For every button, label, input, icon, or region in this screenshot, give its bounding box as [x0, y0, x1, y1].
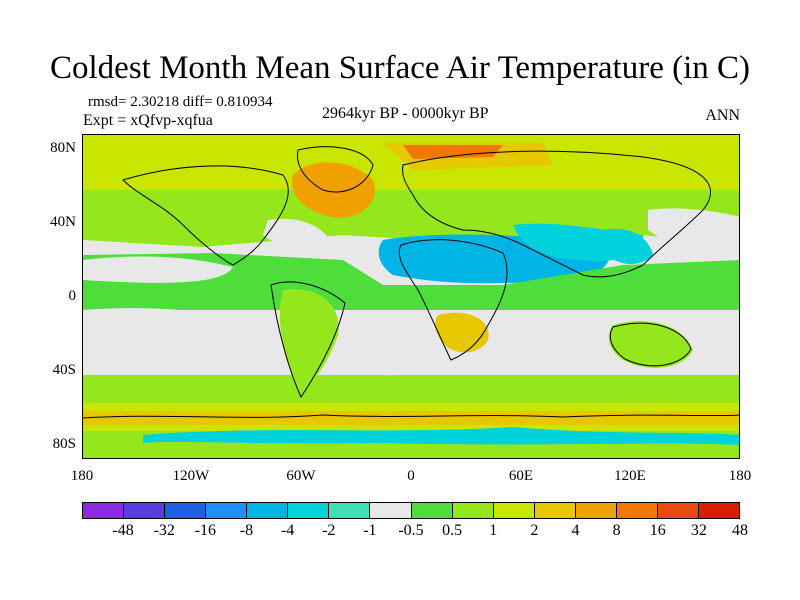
color-scale-label: -32: [153, 522, 175, 539]
experiment-label: Expt = xQfvp-xqfua: [83, 112, 213, 129]
color-scale-label: -48: [112, 522, 134, 539]
lon-tick: 0: [407, 468, 415, 484]
color-swatch: [452, 503, 494, 518]
neutral-patch-pacific-s: [83, 308, 273, 348]
australia: [608, 321, 693, 368]
lon-tick: 60E: [508, 468, 534, 484]
color-swatch: [206, 503, 248, 518]
color-swatch: [657, 503, 699, 518]
season-label: ANN: [705, 107, 740, 124]
color-scale-label: -1: [363, 522, 377, 539]
color-scale-label: -8: [239, 522, 254, 539]
color-swatch: [247, 503, 289, 518]
color-scale-label: -4: [280, 522, 295, 539]
color-scale-bar: [82, 502, 740, 519]
color-swatch: [575, 503, 617, 518]
color-swatch: [698, 503, 739, 518]
color-swatch: [329, 503, 371, 518]
antarctic-warm: [83, 411, 739, 425]
south-america-coast: [270, 281, 346, 399]
australia-coast: [609, 322, 692, 367]
neutral-patch-indian: [503, 338, 603, 369]
color-swatch: [616, 503, 658, 518]
stats-text: rmsd= 2.30218 diff= 0.810934: [88, 94, 273, 110]
color-swatch: [124, 503, 166, 518]
color-scale-label: 8: [612, 522, 621, 539]
lat-tick: 40S: [52, 362, 76, 378]
color-scale-label: 0.5: [442, 522, 463, 539]
north-america-coast: [122, 165, 289, 266]
color-scale-label: -16: [194, 522, 217, 539]
antarctic-cold-streak: [143, 427, 739, 445]
greenland-warm: [292, 162, 375, 218]
color-scale-label: 2: [530, 522, 539, 539]
neutral-patch-na: [263, 218, 333, 249]
neutral-patch-nw-pac: [648, 208, 739, 255]
neutral-patch-atlantic-s: [338, 334, 428, 376]
chart-title: Coldest Month Mean Surface Air Temperatu…: [50, 50, 750, 86]
lon-tick: 120E: [614, 468, 646, 484]
neutral-patch-pacific-n: [83, 256, 233, 283]
color-scale-label: -2: [322, 522, 336, 539]
eurasia-coast: [402, 150, 711, 278]
tropics-green: [83, 253, 739, 310]
color-swatch: [165, 503, 207, 518]
color-swatch: [83, 503, 125, 518]
south-ocean-band: [83, 375, 739, 410]
lon-tick: 180: [728, 468, 752, 484]
south-america: [279, 289, 339, 395]
temperature-map: [83, 135, 739, 458]
east-asia-cold: [603, 228, 653, 265]
color-swatch: [288, 503, 330, 518]
map-panel: [82, 134, 740, 459]
period-label: 2964kyr BP - 0000kyr BP: [322, 105, 489, 122]
lon-tick: 120W: [172, 468, 210, 484]
color-scale-label: 48: [732, 522, 748, 539]
lat-tick: 40N: [50, 214, 76, 230]
color-swatch: [534, 503, 576, 518]
africa-coast: [398, 239, 508, 361]
color-swatch: [411, 503, 453, 518]
antarctica-coast: [83, 414, 739, 419]
color-scale-label: 1: [489, 522, 498, 539]
lon-tick: 60W: [286, 468, 316, 484]
color-swatch: [493, 503, 535, 518]
lat-tick: 0: [68, 288, 77, 304]
color-scale-label: -0.5: [398, 522, 424, 539]
lat-tick: 80N: [50, 140, 76, 156]
coastlines: [83, 146, 739, 419]
color-scale-label: 4: [571, 522, 580, 539]
greenland-coast: [296, 146, 374, 193]
color-scale-label: 16: [649, 522, 666, 539]
lat-tick: 80S: [52, 436, 76, 452]
lon-tick: 180: [70, 468, 94, 484]
color-scale-label: 32: [690, 522, 707, 539]
south-africa-warm: [435, 312, 489, 353]
color-swatch: [370, 503, 412, 518]
arctic-warm2: [403, 145, 503, 159]
